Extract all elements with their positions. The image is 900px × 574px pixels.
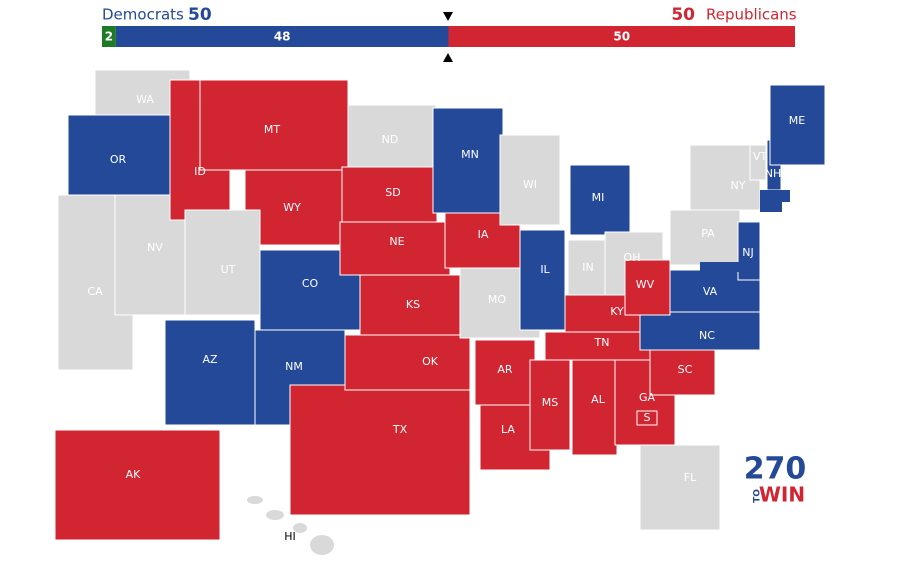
- state-label: OR: [110, 153, 127, 166]
- us-map: WA OR CA NV ID MT WY UT CO AZ NM ND SD NE KS TX OK MN IA MO…: [54, 69, 826, 555]
- state-shape: [432, 107, 504, 214]
- midpoint-arrow: [443, 12, 453, 21]
- logo-win: WIN: [759, 483, 805, 507]
- state-shape: [164, 319, 256, 426]
- state-label: FL: [684, 471, 697, 484]
- state-label: HI: [284, 530, 296, 543]
- rep-label: Republicans: [706, 6, 797, 24]
- state-shape: [639, 444, 721, 531]
- state-label: KY: [610, 305, 624, 318]
- logo-number: 270: [744, 452, 807, 487]
- seat-bar: 2 48 50: [102, 26, 795, 47]
- state-shape: [519, 229, 566, 331]
- island: [293, 523, 307, 533]
- state-label: SC: [678, 363, 693, 376]
- segment-label: 2: [105, 30, 113, 44]
- island: [266, 510, 284, 520]
- state-label: MS: [542, 396, 558, 409]
- state-label: VA: [703, 285, 718, 298]
- state-shape: [740, 282, 754, 304]
- bar-segment: [115, 26, 449, 47]
- state-label: NH: [765, 167, 782, 180]
- state-label: AL: [591, 393, 606, 406]
- state-shape: [760, 190, 790, 202]
- state-shape: [54, 429, 221, 541]
- state-label: NC: [699, 329, 715, 342]
- rep-total: 50: [671, 5, 695, 25]
- state-shape: [737, 221, 761, 281]
- special-marker: S: [644, 411, 651, 424]
- state-shape: [244, 169, 346, 246]
- state-shape: [769, 84, 826, 166]
- state-label: ME: [789, 114, 805, 127]
- island: [247, 496, 263, 504]
- state-label: IL: [540, 263, 550, 276]
- state-shape: [749, 144, 767, 181]
- state-label: LA: [501, 423, 515, 436]
- state-label: NY: [731, 179, 746, 192]
- state-shape: [689, 144, 761, 211]
- island: [310, 535, 334, 555]
- state-shape: [529, 359, 571, 451]
- logo-to: TO: [753, 489, 763, 503]
- logo: 270 TO WIN: [744, 452, 807, 507]
- state-label: VT: [753, 150, 768, 163]
- state-label: MT: [264, 123, 280, 136]
- state-shape: [571, 359, 618, 456]
- state-shape: [359, 274, 471, 336]
- state-shape: [474, 339, 536, 406]
- bar-segment: [102, 26, 116, 47]
- state-label: CA: [87, 285, 103, 298]
- state-label: MO: [488, 293, 506, 306]
- state-label: SD: [385, 186, 400, 199]
- state-label: WY: [283, 201, 301, 214]
- state-shape: [347, 104, 437, 168]
- state-shape: [649, 349, 716, 396]
- state-shape: [289, 384, 471, 516]
- state-label: NV: [147, 241, 163, 254]
- state-shape: [499, 134, 561, 226]
- state-label: NJ: [742, 246, 753, 259]
- state-label: CO: [302, 277, 319, 290]
- state-label: UT: [221, 263, 236, 276]
- state-shape: [700, 262, 740, 272]
- state-label: PA: [701, 227, 715, 240]
- state-label: NE: [389, 235, 404, 248]
- state-label: KS: [406, 298, 420, 311]
- state-label: OH: [624, 251, 641, 264]
- state-label: TN: [594, 336, 610, 349]
- state-label: GA: [639, 391, 656, 404]
- segment-label: 48: [274, 30, 291, 44]
- state-label: IN: [582, 261, 593, 274]
- state-label: ID: [194, 165, 206, 178]
- state-label: MN: [461, 148, 479, 161]
- state-label: WV: [636, 278, 655, 291]
- state-label: WI: [523, 178, 537, 191]
- state-label: AZ: [202, 353, 218, 366]
- state-label: MI: [592, 191, 605, 204]
- state-label: AR: [497, 363, 513, 376]
- state-label: OK: [422, 355, 439, 368]
- state-shape: [199, 79, 349, 171]
- state-shape: [760, 202, 782, 212]
- segment-label: 50: [613, 30, 630, 44]
- dem-label: Democrats: [102, 6, 184, 24]
- state-label: AK: [126, 468, 142, 481]
- state-label: NM: [285, 360, 303, 373]
- state-shape: [639, 309, 761, 351]
- state-shape: [339, 221, 451, 276]
- state-label: IA: [478, 228, 489, 241]
- state-shape: [624, 259, 671, 316]
- state-label: ND: [382, 133, 399, 146]
- special-marker-box: [636, 410, 658, 426]
- bar-segment: [448, 26, 795, 47]
- dem-total: 50: [188, 5, 212, 25]
- state-shape: [569, 164, 631, 236]
- state-shape: [344, 334, 471, 391]
- state-label: WA: [136, 93, 154, 106]
- midpoint-arrow: [443, 53, 453, 62]
- state-label: TX: [392, 423, 408, 436]
